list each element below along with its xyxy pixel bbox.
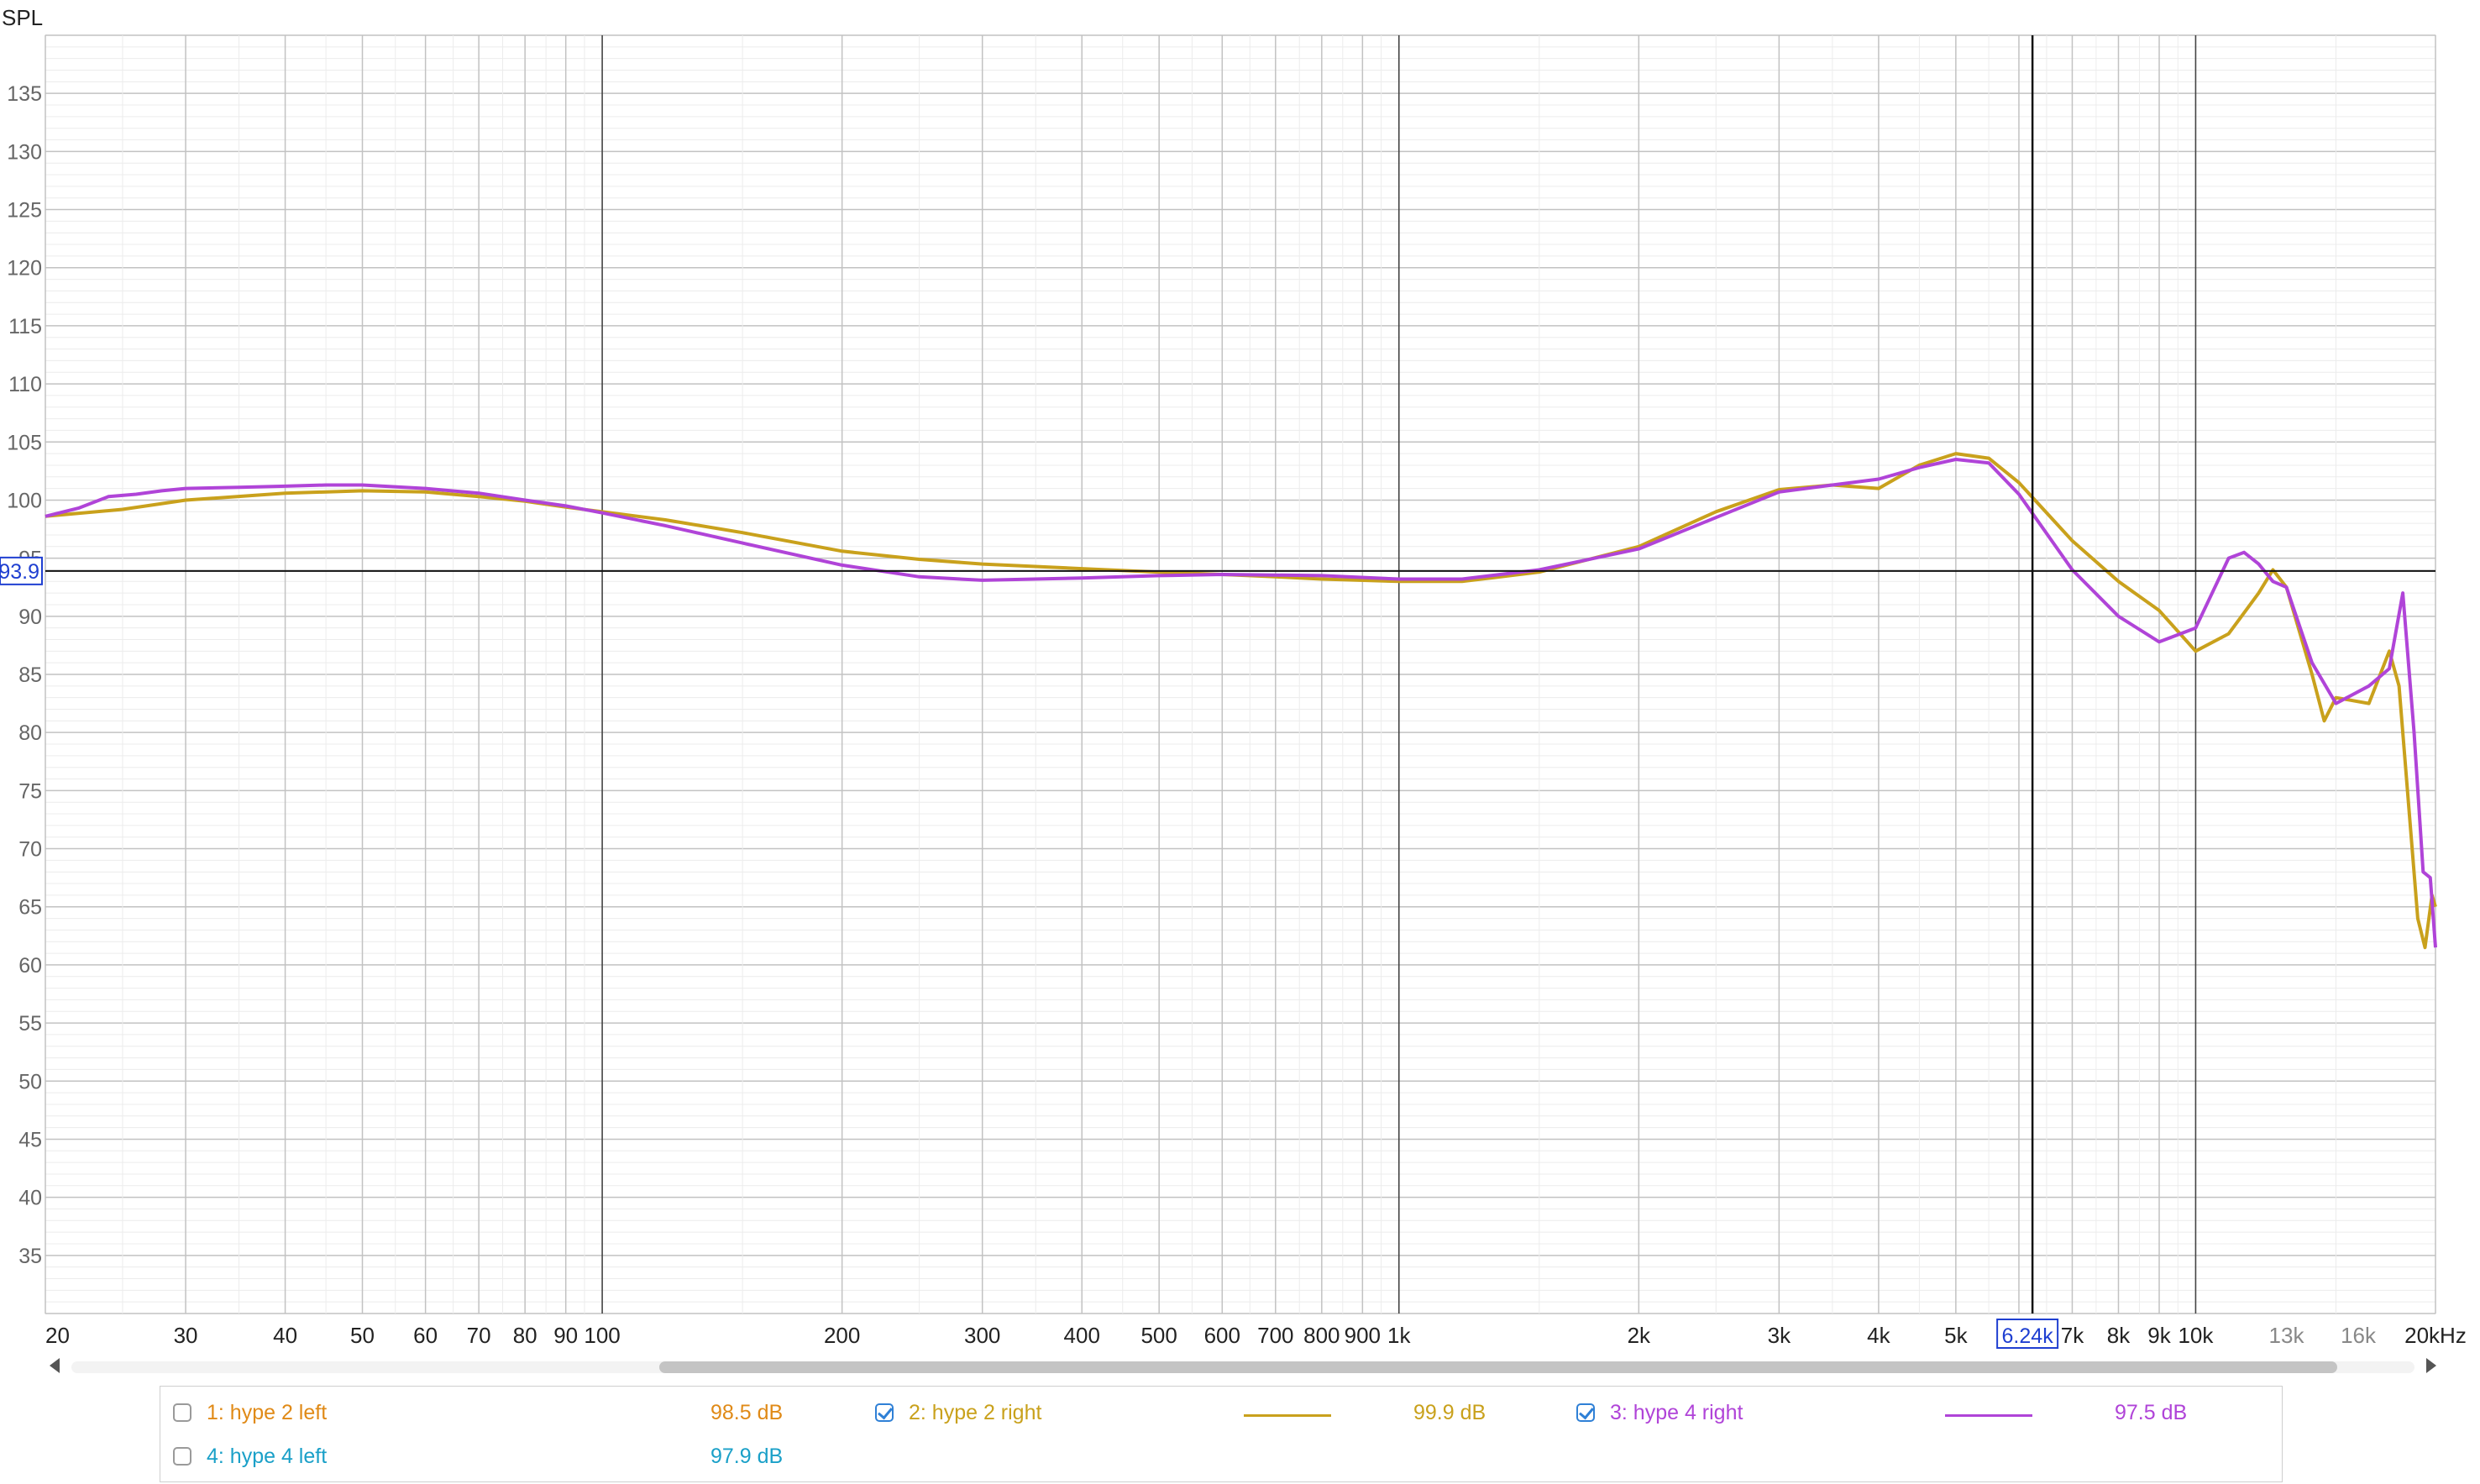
legend-value-hype-2-right: 99.9 dB <box>1413 1401 1486 1424</box>
x-tick-label: 10k <box>2178 1323 2214 1348</box>
x-tick-label: 90 <box>553 1323 578 1348</box>
legend-value-hype-4-left: 97.9 dB <box>710 1445 784 1468</box>
legend-label-hype-2-left: 1: hype 2 left <box>207 1401 328 1424</box>
legend-label-hype-4-right: 3: hype 4 right <box>1610 1401 1743 1424</box>
y-tick-label: 35 <box>18 1245 42 1268</box>
scroll-track[interactable] <box>71 1361 2414 1373</box>
x-tick-label: 20 <box>45 1323 70 1348</box>
legend-label-hype-2-right: 2: hype 2 right <box>909 1401 1042 1424</box>
y-tick-label: 110 <box>8 373 42 396</box>
y-tick-label: 60 <box>18 954 42 978</box>
legend-panel: 1: hype 2 left 98.5 dB 2: hype 2 right 9… <box>160 1386 2283 1482</box>
x-tick-label: 700 <box>1257 1323 1293 1348</box>
y-tick-label: 80 <box>18 721 42 745</box>
y-tick-label: 65 <box>18 896 42 920</box>
x-tick-label: 2k <box>1628 1323 1651 1348</box>
horizontal-scrollbar[interactable] <box>46 1356 2440 1379</box>
x-tick-label: 70 <box>467 1323 491 1348</box>
legend-checkbox-hype-4-right[interactable] <box>1576 1403 1595 1422</box>
y-tick-label: 40 <box>18 1187 42 1210</box>
x-tick-label: 8k <box>2107 1323 2131 1348</box>
x-tick-label: 13k <box>2269 1323 2305 1348</box>
x-tick-label: 300 <box>964 1323 1000 1348</box>
cursor-frequency-box <box>1996 1319 2059 1349</box>
legend-line-hype-2-right <box>1244 1414 1331 1417</box>
y-tick-label: 100 <box>7 489 42 512</box>
scroll-thumb[interactable] <box>659 1361 2337 1373</box>
x-tick-label: 7k <box>2061 1323 2084 1348</box>
legend-checkbox-hype-4-left[interactable] <box>173 1447 191 1466</box>
y-tick-label: 45 <box>18 1128 42 1151</box>
y-tick-label: 115 <box>8 315 42 338</box>
x-tick-label: 1k <box>1387 1323 1411 1348</box>
x-tick-label: 9k <box>2147 1323 2171 1348</box>
y-tick-label: 85 <box>18 663 42 687</box>
y-tick-label: 105 <box>7 431 42 454</box>
x-tick-label: 800 <box>1303 1323 1340 1348</box>
x-tick-label: 30 <box>174 1323 198 1348</box>
y-tick-label: 120 <box>7 257 42 281</box>
x-tick-label: 4k <box>1867 1323 1890 1348</box>
y-tick-label: 55 <box>18 1012 42 1036</box>
series-line-1 <box>45 458 2437 948</box>
x-tick-label: 40 <box>273 1323 297 1348</box>
legend-line-hype-4-right <box>1945 1414 2032 1417</box>
legend-value-hype-2-left: 98.5 dB <box>710 1401 784 1424</box>
cursor-level-label: 93.9 <box>0 560 39 584</box>
y-tick-label: 130 <box>7 140 42 164</box>
y-tick-label: 125 <box>7 199 42 223</box>
x-tick-label: 500 <box>1140 1323 1177 1348</box>
x-tick-label: 400 <box>1064 1323 1100 1348</box>
x-tick-label: 200 <box>824 1323 860 1348</box>
legend-label-hype-4-left: 4: hype 4 left <box>207 1445 328 1468</box>
x-tick-label: 5k <box>1944 1323 1968 1348</box>
x-tick-label: 50 <box>350 1323 375 1348</box>
x-tick-label: 600 <box>1204 1323 1240 1348</box>
scroll-right-arrow-icon[interactable] <box>2426 1358 2436 1373</box>
frequency-response-chart[interactable]: 3540455055606570758085909510010511011512… <box>0 0 2480 1352</box>
x-tick-label: 16k <box>2341 1323 2377 1348</box>
y-tick-label: 50 <box>18 1070 42 1093</box>
y-tick-label: 90 <box>18 606 42 629</box>
legend-value-hype-4-right: 97.5 dB <box>2115 1401 2188 1424</box>
y-tick-label: 70 <box>18 838 42 862</box>
legend-checkbox-hype-2-left[interactable] <box>173 1403 191 1422</box>
legend-checkbox-hype-2-right[interactable] <box>875 1403 894 1422</box>
x-tick-label: 60 <box>413 1323 438 1348</box>
x-tick-label: 3k <box>1768 1323 1791 1348</box>
x-tick-label: 20kHz <box>2404 1323 2467 1348</box>
cursor-level-box <box>0 556 43 585</box>
cursor-frequency-label: 6.24k <box>2002 1324 2054 1348</box>
x-tick-label: 100 <box>584 1323 620 1348</box>
y-axis-label: SPL <box>2 5 43 30</box>
x-tick-label: 80 <box>513 1323 537 1348</box>
y-tick-label: 135 <box>7 82 42 106</box>
scroll-left-arrow-icon[interactable] <box>50 1358 60 1373</box>
x-tick-label: 900 <box>1345 1323 1381 1348</box>
y-tick-label: 75 <box>18 779 42 803</box>
